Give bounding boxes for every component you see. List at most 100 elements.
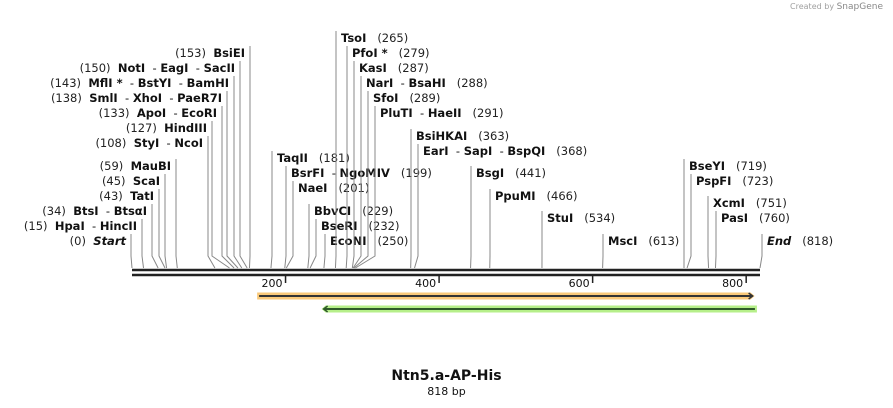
site-xcmi[interactable]: XcmI (751)	[707, 196, 787, 269]
site-label[interactable]: StuI (534)	[547, 211, 615, 225]
site-apoi[interactable]: (133) ApoI - EcoRI	[99, 106, 235, 269]
enzyme-name: StyI	[134, 136, 160, 150]
site-label[interactable]: NaeI (201)	[298, 181, 369, 195]
site-position: (138)	[51, 91, 82, 105]
site-msci[interactable]: MscI (613)	[602, 234, 680, 269]
site-line	[323, 234, 326, 269]
enzyme-name: HindIII	[164, 121, 207, 135]
site-label[interactable]: KasI (287)	[359, 61, 429, 75]
site-line	[226, 91, 239, 269]
site-line	[207, 136, 216, 269]
site-position: (288)	[457, 76, 488, 90]
site-taqii[interactable]: TaqII (181)	[270, 151, 350, 269]
site-label[interactable]: PspFI (723)	[696, 174, 773, 188]
site-stui[interactable]: StuI (534)	[541, 211, 615, 269]
site-nari[interactable]: NarI - BsaHI (288)	[352, 76, 488, 269]
site-label[interactable]: PasI (760)	[721, 211, 790, 225]
site-label[interactable]: (45) ScaI	[102, 174, 160, 188]
site-pasi[interactable]: PasI (760)	[714, 211, 790, 269]
site-label[interactable]: (0) Start	[70, 234, 127, 248]
site-hindiii[interactable]: (127) HindIII	[126, 121, 230, 269]
site-position: (289)	[409, 91, 440, 105]
site-label[interactable]: EcoNI (250)	[330, 234, 408, 248]
site-label[interactable]: BsiHKAI (363)	[416, 129, 509, 143]
site-label[interactable]: BseYI (719)	[689, 159, 767, 173]
site-bsrfi[interactable]: BsrFI - NgoMIV (199)	[284, 166, 432, 269]
site-pluti[interactable]: PluTI - HaeII (291)	[355, 106, 503, 269]
site-bbvci[interactable]: BbvCI (229)	[307, 204, 393, 269]
enzyme-name: EagI	[160, 61, 188, 75]
site-label[interactable]: PfoI * (279)	[352, 46, 430, 60]
site-label[interactable]: TsoI (265)	[341, 31, 408, 45]
site-label[interactable]: MscI (613)	[608, 234, 679, 248]
feature-arrow-forward[interactable]	[257, 292, 755, 300]
site-label[interactable]: (59) MauBI	[100, 159, 171, 173]
separator: -	[166, 106, 181, 120]
site-mfli[interactable]: (143) MflI * - BstYI - BamHI	[50, 76, 243, 269]
site-ppumi[interactable]: PpuMI (466)	[489, 189, 578, 269]
site-bseyi[interactable]: BseYI (719)	[683, 159, 767, 269]
site-sfoi[interactable]: SfoI (289)	[353, 91, 441, 269]
site-kasi[interactable]: KasI (287)	[351, 61, 429, 269]
site-scai[interactable]: (45) ScaI	[102, 174, 168, 269]
site-bsiei[interactable]: (153) BsiEI	[175, 46, 251, 269]
site-econi[interactable]: EcoNI (250)	[323, 234, 408, 269]
site-label[interactable]: TaqII (181)	[277, 151, 350, 165]
site-tsoi[interactable]: TsoI (265)	[334, 31, 408, 269]
site-label[interactable]: EarI - SapI - BspQI (368)	[423, 144, 587, 158]
enzyme-name: TsoI	[341, 31, 366, 45]
spacer	[123, 159, 130, 173]
site-label[interactable]: (143) MflI * - BstYI - BamHI	[50, 76, 229, 90]
enzyme-name: BsgI	[476, 166, 504, 180]
site-start[interactable]: (0) Start	[70, 234, 133, 269]
site-label[interactable]: (153) BsiEI	[175, 46, 245, 60]
separator: -	[159, 136, 174, 150]
enzyme-name: TatI	[130, 189, 154, 203]
site-label[interactable]: (34) BtsI - BtsαI	[42, 204, 147, 218]
site-tati[interactable]: (43) TatI	[99, 189, 166, 269]
site-label[interactable]: PluTI - HaeII (291)	[380, 106, 503, 120]
site-label[interactable]: SfoI (289)	[373, 91, 440, 105]
site-line	[707, 196, 710, 269]
site-line	[355, 106, 376, 269]
spacer	[388, 46, 399, 60]
site-label[interactable]: BbvCI (229)	[314, 204, 393, 218]
site-label[interactable]: (127) HindIII	[126, 121, 207, 135]
site-label[interactable]: NarI - BsaHI (288)	[366, 76, 488, 90]
ruler-tick-label: 200	[262, 277, 283, 290]
enzyme-name: EcoNI	[330, 234, 366, 248]
site-pfoi[interactable]: PfoI * (279)	[345, 46, 430, 269]
site-label[interactable]: (138) SmlI - XhoI - PaeR7I	[51, 91, 222, 105]
site-label[interactable]: (150) NotI - EagI - SacII	[80, 61, 235, 75]
site-btsi[interactable]: (34) BtsI - BtsαI	[42, 204, 159, 269]
site-bsgi[interactable]: BsgI (441)	[470, 166, 546, 269]
site-label[interactable]: (15) HpaI - HincII	[24, 219, 137, 233]
site-noti[interactable]: (150) NotI - EagI - SacII	[80, 61, 248, 269]
enzyme-name: KasI	[359, 61, 387, 75]
site-end[interactable]: End (818)	[759, 234, 833, 269]
enzyme-name: ApoI	[137, 106, 166, 120]
enzyme-name: SmlI	[89, 91, 118, 105]
site-smli[interactable]: (138) SmlI - XhoI - PaeR7I	[51, 91, 239, 269]
site-label[interactable]: (108) StyI - NcoI	[95, 136, 203, 150]
site-label[interactable]: End (818)	[767, 234, 833, 248]
site-label[interactable]: (43) TatI	[99, 189, 154, 203]
site-pspfi[interactable]: PspFI (723)	[686, 174, 773, 269]
site-label[interactable]: XcmI (751)	[713, 196, 787, 210]
site-eari[interactable]: EarI - SapI - BspQI (368)	[414, 144, 588, 269]
site-hpai[interactable]: (15) HpaI - HincII	[24, 219, 145, 269]
site-label[interactable]: BsrFI - NgoMIV (199)	[291, 166, 432, 180]
separator: -	[145, 61, 160, 75]
site-label[interactable]: BseRI (232)	[321, 219, 399, 233]
separator: -	[162, 91, 177, 105]
site-bsihkai[interactable]: BsiHKAI (363)	[410, 129, 510, 269]
spacer	[111, 61, 118, 75]
site-label[interactable]: BsgI (441)	[476, 166, 546, 180]
spacer	[157, 121, 164, 135]
feature-arrow-reverse[interactable]	[321, 305, 757, 313]
site-maubi[interactable]: (59) MauBI	[100, 159, 178, 269]
site-bseri[interactable]: BseRI (232)	[309, 219, 399, 269]
site-label[interactable]: PpuMI (466)	[495, 189, 577, 203]
site-styi[interactable]: (108) StyI - NcoI	[95, 136, 216, 269]
site-label[interactable]: (133) ApoI - EcoRI	[99, 106, 217, 120]
